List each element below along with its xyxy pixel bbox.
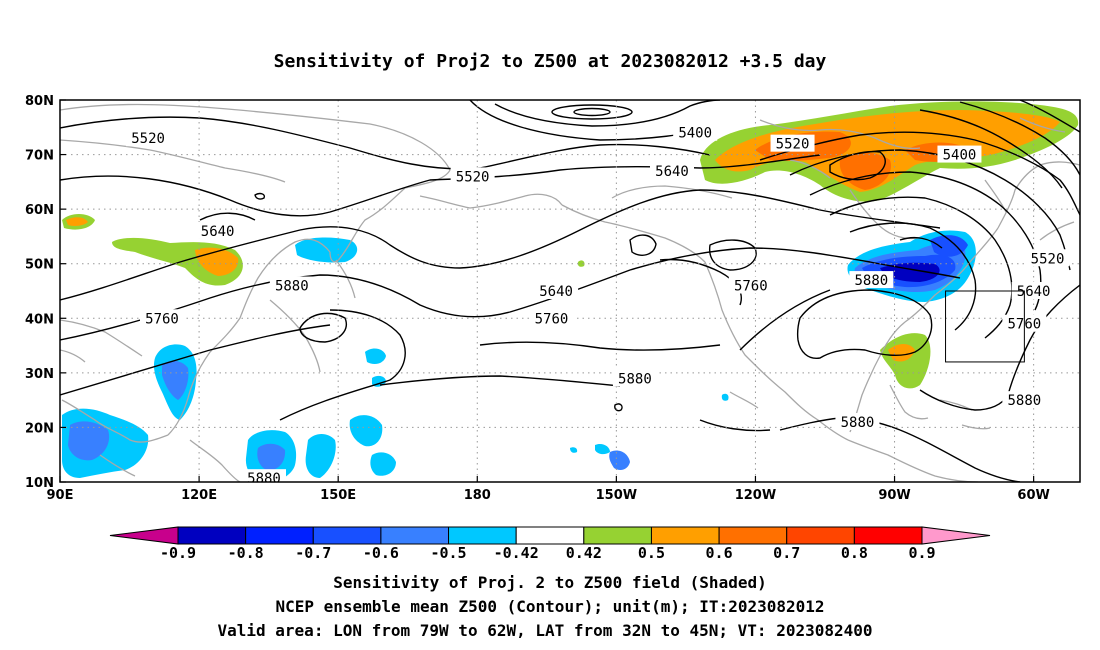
contour-label-bg: [126, 129, 171, 147]
colorbar-label: -0.6: [363, 544, 399, 562]
colorbar: -0.9 -0.8 -0.7 -0.6 -0.5 -0.42 0.42 0.5 0.6 0.7 0.…: [109, 526, 991, 562]
x-tick-label: 90W: [878, 488, 910, 503]
y-tick-label: 70N: [25, 149, 54, 164]
contour-label-bg: [529, 309, 574, 327]
contour-label: 5640: [655, 164, 689, 180]
colorbar-bin: [786, 526, 855, 545]
colorbar-label: -0.9: [160, 544, 196, 562]
colorbar-bin: [245, 526, 314, 545]
contour-label: 5880: [247, 471, 281, 487]
colorbar-bin: [853, 526, 923, 545]
x-axis-ticks: 90E 120E 150E 180 150W 120W 90W 60W: [47, 476, 1050, 503]
contour-label: 5760: [535, 311, 569, 327]
contour-label: 5880: [618, 371, 652, 387]
colorbar-high-arrow: [921, 526, 991, 545]
y-tick-label: 60N: [25, 203, 54, 218]
contour-label-bg: [612, 369, 657, 387]
contour-label: 5400: [678, 126, 712, 142]
contour-label: 5880: [275, 279, 309, 295]
contour-label: 5760: [734, 279, 768, 295]
colorbar-label: 0.8: [841, 544, 868, 562]
contour-label: 5640: [1017, 284, 1051, 300]
contour-label-bg: [1025, 249, 1070, 267]
y-tick-label: 20N: [25, 421, 54, 436]
contour-label: 5880: [855, 273, 889, 289]
coastlines: [60, 103, 1080, 482]
x-tick-label: 150E: [320, 488, 356, 503]
colorbar-bin: [718, 526, 788, 545]
colorbar-label: 0.9: [908, 544, 935, 562]
contour-label-bg: [450, 167, 495, 185]
map-title: Sensitivity of Proj2 to Z500 at 20230820…: [274, 51, 827, 72]
contour-label: 5640: [539, 284, 573, 300]
colorbar-bin: [380, 526, 450, 545]
y-tick-label: 80N: [25, 94, 54, 109]
colorbar-low-arrow: [109, 526, 179, 545]
map-frame: [59, 99, 1081, 483]
x-tick-label: 120W: [735, 488, 776, 503]
contour-labels: 5520 5400 5520 5400 5520 5640 5640 5880 5760 5640…: [126, 123, 1070, 487]
negative-sensitivity-shading: [62, 230, 1017, 482]
contour-label-bg: [195, 221, 240, 239]
contour-label-bg: [937, 145, 982, 163]
contour-label: 5400: [943, 148, 977, 164]
colorbar-bin: [312, 526, 382, 545]
contour-label: 5880: [841, 415, 875, 431]
x-tick-label: 120E: [181, 488, 217, 503]
contour-label: 5520: [456, 169, 490, 185]
contour-label-bg: [1011, 282, 1056, 299]
x-tick-label: 180: [464, 488, 491, 503]
caption-line-1: Sensitivity of Proj. 2 to Z500 field (Sh…: [333, 573, 766, 592]
colorbar-bin: [583, 526, 652, 545]
contour-label-bg: [140, 309, 184, 327]
contour-label-bg: [242, 469, 286, 482]
contour-label-bg: [770, 134, 815, 152]
contour-label: 5520: [776, 137, 810, 153]
caption-line-3: Valid area: LON from 79W to 62W, LAT fro…: [217, 621, 872, 640]
map-area: 5520 5400 5520 5400 5520 5640 5640 5880 5760 5640…: [60, 100, 1080, 487]
contour-label-bg: [728, 276, 773, 294]
colorbar-label: 0.5: [638, 544, 665, 562]
x-tick-label: 60W: [1017, 488, 1049, 503]
colorbar-label: 0.7: [773, 544, 800, 562]
contour-label-bg: [534, 282, 579, 299]
colorbar-label: -0.8: [228, 544, 264, 562]
x-tick-label: 90E: [47, 488, 74, 503]
colorbar-label: 0.42: [566, 544, 602, 562]
colorbar-bin: [515, 526, 585, 545]
y-tick-label: 40N: [25, 312, 54, 327]
y-tick-label: 50N: [25, 258, 54, 273]
contour-label-bg: [849, 271, 894, 289]
contour-label-bg: [650, 161, 694, 179]
y-axis-ticks: 10N 20N 30N 40N 50N 60N 70N 80N: [25, 94, 66, 491]
contour-label-bg: [835, 412, 880, 430]
y-tick-label: 10N: [25, 476, 54, 491]
contour-label-bg: [1002, 391, 1047, 409]
contour-label: 5760: [145, 311, 179, 327]
x-tick-label: 150W: [596, 488, 637, 503]
colorbar-label: 0.6: [706, 544, 733, 562]
contour-label: 5520: [131, 131, 165, 147]
contour-label-bg: [673, 123, 718, 141]
caption-line-2: NCEP ensemble mean Z500 (Contour); unit(…: [275, 597, 824, 616]
contour-label: 5520: [1031, 251, 1065, 267]
contour-label: 5640: [201, 224, 235, 240]
colorbar-label: -0.5: [430, 544, 466, 562]
y-tick-label: 30N: [25, 367, 54, 382]
contour-label-bg: [269, 276, 314, 294]
colorbar-bin: [650, 526, 720, 545]
colorbar-label: -0.7: [295, 544, 331, 562]
z500-contours: [60, 100, 1080, 482]
colorbar-bin: [177, 526, 247, 545]
valid-area-box: [945, 290, 1025, 363]
colorbar-label: -0.42: [494, 544, 539, 562]
colorbar-bin: [448, 526, 517, 545]
contour-label: 5880: [1008, 393, 1042, 409]
